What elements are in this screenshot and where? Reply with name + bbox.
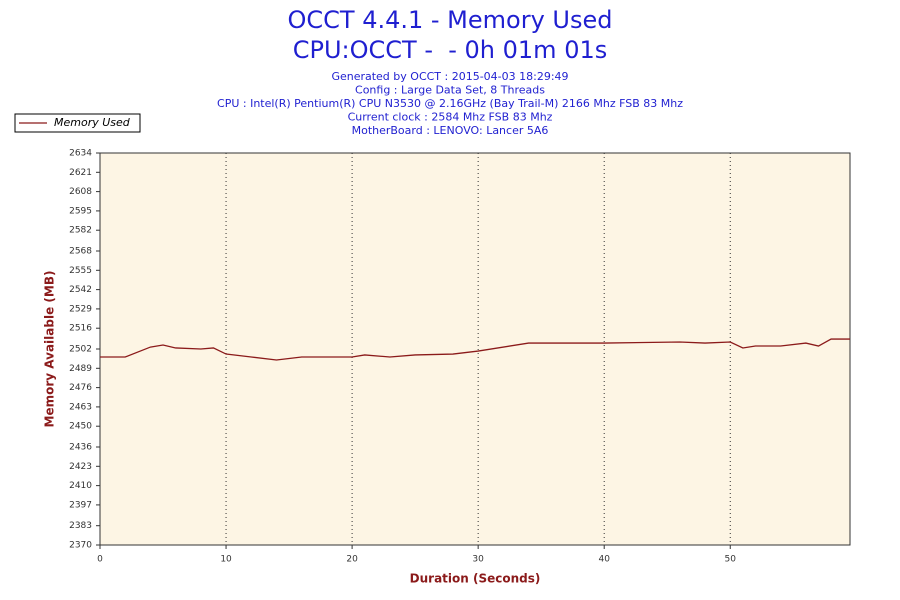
y-tick-label: 2397 <box>69 500 92 510</box>
x-tick-label: 20 <box>346 555 358 565</box>
y-tick-label: 2476 <box>69 383 92 393</box>
x-tick-label: 30 <box>472 555 484 565</box>
y-tick-label: 2463 <box>69 402 92 412</box>
y-tick-label: 2608 <box>69 187 92 197</box>
y-tick-label: 2502 <box>69 345 92 355</box>
y-tick-label: 2542 <box>69 285 92 295</box>
subtitle: Config : Large Data Set, 8 Threads <box>355 84 545 97</box>
legend-box <box>14 113 141 133</box>
y-tick-label: 2595 <box>69 206 92 216</box>
subtitle: CPU : Intel(R) Pentium(R) CPU N3530 @ 2.… <box>217 97 683 110</box>
y-tick-label: 2568 <box>69 247 92 257</box>
y-tick-label: 2436 <box>69 443 92 453</box>
plot-area <box>100 153 850 545</box>
x-tick-label: 50 <box>725 555 737 565</box>
subtitle: MotherBoard : LENOVO: Lancer 5A6 <box>352 124 549 137</box>
x-tick-label: 0 <box>97 555 103 565</box>
y-tick-label: 2410 <box>69 481 92 491</box>
legend-label: Memory Used <box>54 116 131 129</box>
data-line <box>100 338 850 361</box>
subtitle: Generated by OCCT : 2015-04-03 18:29:49 <box>331 70 568 83</box>
plot-border <box>99 152 851 546</box>
y-tick-label: 2370 <box>69 541 92 551</box>
subtitle: Current clock : 2584 Mhz FSB 83 Mhz <box>348 111 553 124</box>
y-tick-label: 2516 <box>69 324 92 334</box>
y-tick-label: 2621 <box>69 168 92 178</box>
y-tick-label: 2383 <box>69 521 92 531</box>
chart-title: CPU:OCCT - - 0h 01m 01s <box>293 36 607 64</box>
y-tick-label: 2450 <box>69 422 92 432</box>
x-tick-label: 10 <box>220 555 232 565</box>
y-tick-label: 2634 <box>69 149 92 159</box>
x-axis-title: Duration (Seconds) <box>410 572 541 586</box>
y-tick-label: 2423 <box>69 462 92 472</box>
y-tick-label: 2582 <box>69 226 92 236</box>
y-tick-label: 2555 <box>69 266 92 276</box>
y-axis-title: Memory Available (MB) <box>43 271 57 428</box>
chart-title: OCCT 4.4.1 - Memory Used <box>288 6 613 34</box>
x-tick-label: 40 <box>598 555 610 565</box>
y-tick-label: 2529 <box>69 304 92 314</box>
y-tick-label: 2489 <box>69 364 92 374</box>
